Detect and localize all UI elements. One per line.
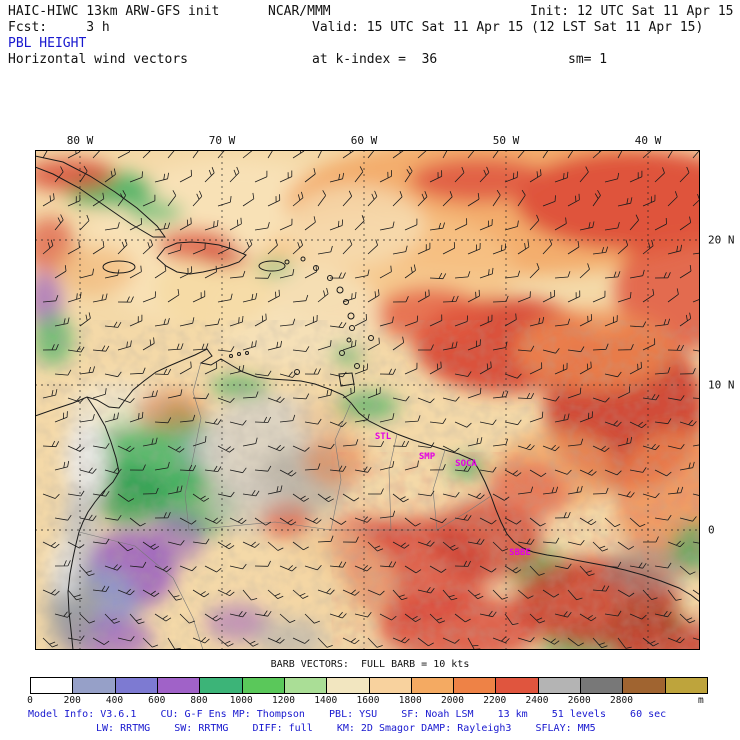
colorbar-cell-3	[157, 678, 201, 693]
station-label-smp: SMP	[418, 452, 436, 462]
colorbar-cell-9	[411, 678, 455, 693]
lon-label-60W: 60 W	[350, 134, 378, 147]
colorbar-tick-1400: 1400	[314, 695, 338, 706]
lon-label-70W: 70 W	[208, 134, 236, 147]
colorbar-tick-800: 800	[190, 695, 208, 706]
field-speckle-red	[365, 470, 700, 650]
lon-label-40W: 40 W	[634, 134, 662, 147]
colorbar-tick-0: 0	[27, 695, 33, 706]
colorbar-tick-1000: 1000	[229, 695, 253, 706]
colorbar-tick-1800: 1800	[398, 695, 422, 706]
lat-label-10N: 10 N	[708, 378, 735, 392]
colorbar-tick-2000: 2000	[441, 695, 464, 706]
map-frame	[35, 150, 700, 650]
colorbar-cell-11	[496, 678, 539, 693]
vector-label: Horizontal wind vectors	[8, 52, 189, 67]
lat-label-20N: 20 N	[708, 233, 735, 247]
center-name: NCAR/MMM	[268, 4, 331, 19]
init-time: Init: 12 UTC Sat 11 Apr 15	[530, 4, 734, 19]
k-index-label: at k-index = 36	[312, 52, 438, 67]
station-label-soca: SOCA	[455, 459, 477, 469]
station-label-stl: STL	[374, 432, 392, 442]
colorbar-tick-2600: 2600	[567, 695, 591, 706]
colorbar-cell-4	[200, 678, 243, 693]
model-name: HAIC-HIWC 13km ARW-GFS init	[8, 4, 220, 19]
colorbar-cell-13	[581, 678, 624, 693]
lon-label-80W: 80 W	[66, 134, 94, 147]
colorbar-cell-6	[284, 678, 328, 693]
colorbar-labels: 0 200 400 600 800 1000 1200 1400 1600 1800 2000 220…	[27, 695, 740, 707]
wind-barbs	[42, 150, 700, 650]
forecast-hour: Fcst: 3 h	[8, 20, 110, 35]
colorbar-tick-200: 200	[63, 695, 81, 706]
colorbar-tick-2400: 2400	[525, 695, 549, 706]
field-title: PBL HEIGHT	[8, 36, 87, 51]
model-info-line1: Model Info: V3.6.1 CU: G-F Ens MP: Thomp…	[28, 709, 667, 720]
lon-label-50W: 50 W	[492, 134, 520, 147]
station-label-sbbe: SBBE	[509, 548, 531, 558]
colorbar-cell-2	[115, 678, 158, 693]
pbl-colorbar	[30, 677, 708, 694]
model-info-line2: LW: RRTMG SW: RRTMG DIFF: full KM: 2D Sm…	[96, 723, 596, 734]
colorbar-tick-1200: 1200	[272, 695, 295, 706]
valid-time: Valid: 15 UTC Sat 11 Apr 15 (12 LST Sat …	[312, 20, 704, 35]
barb-legend: BARB VECTORS: FULL BARB = 10 kts	[270, 659, 470, 670]
colorbar-cell-1	[73, 678, 116, 693]
colorbar-cell-7	[327, 678, 370, 693]
colorbar-cell-12	[538, 678, 582, 693]
wind-barb-glyphs	[42, 150, 700, 650]
colorbar-unit: m	[698, 695, 704, 706]
colorbar-tick-600: 600	[148, 695, 166, 706]
colorbar-tick-400: 400	[105, 695, 124, 706]
coastlines	[35, 155, 700, 650]
colorbar-cell-0	[31, 678, 74, 693]
colorbar-cell-10	[454, 678, 497, 693]
colorbar-tick-1600: 1600	[356, 695, 380, 706]
colorbar-cell-5	[242, 678, 285, 693]
colorbar-cell-14	[623, 678, 666, 693]
map-canvas	[35, 150, 700, 650]
colorbar-tick-2800: 2800	[610, 695, 633, 706]
lat-label-0: 0	[708, 523, 715, 537]
colorbar-cell-15	[665, 678, 707, 693]
colorbar-tick-2200: 2200	[483, 695, 507, 706]
pbl-field-svg	[35, 150, 700, 650]
colorbar-cell-8	[369, 678, 412, 693]
smoothing-label: sm= 1	[568, 52, 608, 67]
